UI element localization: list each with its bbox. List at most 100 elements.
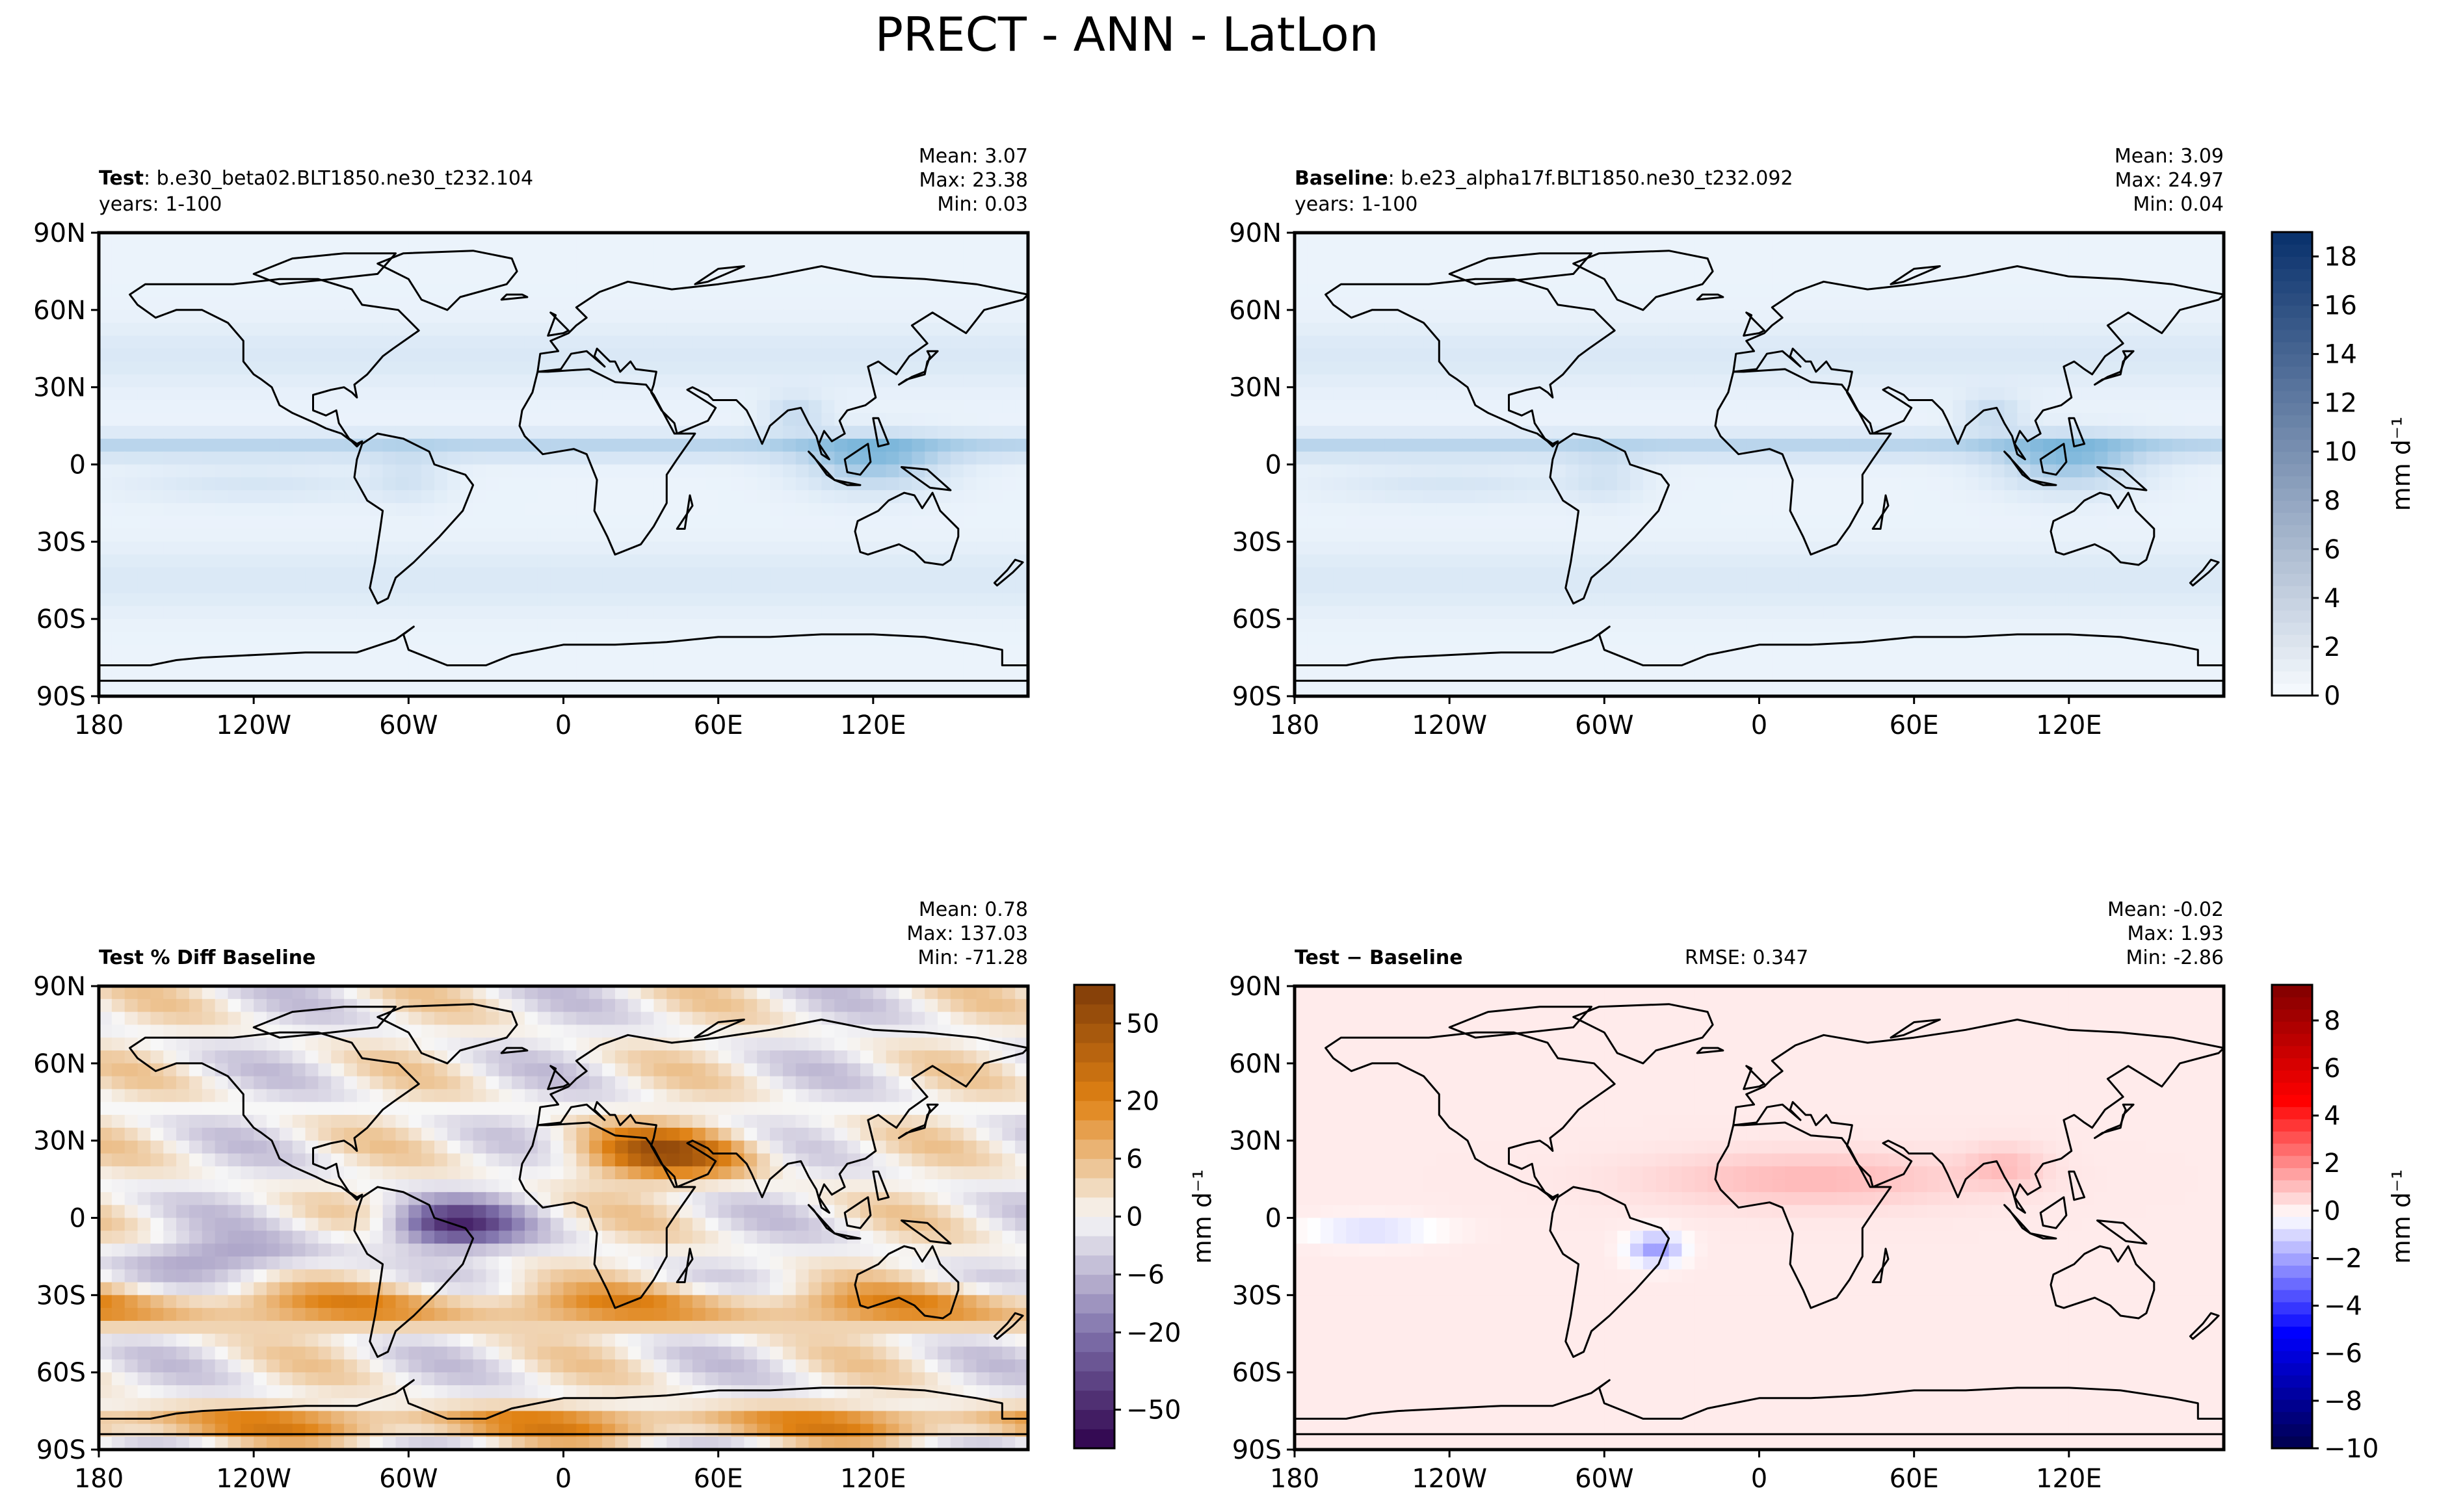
colorbar-swatch <box>2272 451 2312 464</box>
colorbar-swatch <box>2272 439 2312 452</box>
colorbar-tick-label: −4 <box>2324 1292 2362 1322</box>
colorbar-tick-label: 8 <box>2324 486 2340 516</box>
colorbar-swatch <box>2272 1119 2312 1132</box>
colorbar-swatch <box>2272 1021 2312 1034</box>
colorbar-swatch <box>1074 1274 1114 1294</box>
coastline <box>536 265 1028 461</box>
colorbar-tick-label: 6 <box>2324 535 2340 565</box>
colorbar-swatch <box>2272 597 2312 611</box>
panel-title: Test % Diff Baseline <box>99 946 316 969</box>
colorbar-tick-label: 18 <box>2324 242 2357 272</box>
colorbar-tick-label: 0 <box>2324 681 2340 711</box>
colorbar-swatch <box>2272 622 2312 635</box>
panel-title: Test − Baseline <box>1295 946 1463 969</box>
colorbar-label: mm d⁻¹ <box>2387 1169 2416 1264</box>
coastline <box>252 1006 397 1039</box>
coastline <box>2003 450 2031 481</box>
coastline <box>252 252 397 285</box>
colorbar-swatch <box>2272 1399 2312 1413</box>
coastline <box>2096 1219 2148 1245</box>
colorbar-pct-diff: −50 −20 −6 0 6 20 50 mm d⁻¹ <box>1073 984 1217 1450</box>
colorbar-swatch <box>1074 1023 1114 1043</box>
coastline <box>676 1247 694 1283</box>
x-tick-label: 60E <box>694 1464 743 1494</box>
panel-title-bold: Test % Diff Baseline <box>99 946 316 969</box>
coastline <box>898 350 939 386</box>
coastline <box>99 625 1028 682</box>
colorbar-swatch <box>2272 1229 2312 1242</box>
colorbar-tick-label: 16 <box>2324 291 2357 321</box>
coastline <box>1448 1006 1592 1039</box>
stat-line: Mean: -0.02 <box>2107 898 2224 921</box>
colorbar-swatch <box>2272 1082 2312 1095</box>
colorbar-swatch <box>2272 244 2312 257</box>
colorbar-tick-label: 6 <box>2324 1054 2340 1084</box>
panel-title-rest: : b.e23_alpha17f.BLT1850.ne30_t232.092 <box>1388 167 1793 190</box>
colorbar-swatch <box>1074 1139 1114 1159</box>
y-tick-label: 60N <box>1229 1049 1282 1079</box>
coastline <box>547 1065 570 1090</box>
rmse-label: RMSE: 0.347 <box>1685 946 1808 969</box>
coastline <box>843 443 872 476</box>
colorbar-swatch <box>2272 1411 2312 1424</box>
colorbar-tick-label: −10 <box>2324 1434 2379 1464</box>
coastline <box>1890 265 1941 285</box>
coastline <box>518 368 696 556</box>
colorbar-baseline: 0 2 4 6 8 10 12 14 16 18 mm d⁻¹ <box>2271 231 2416 711</box>
figure-title: PRECT - ANN - LatLon <box>875 7 1379 62</box>
coastline <box>2039 1196 2068 1229</box>
coastline <box>1743 1065 1765 1090</box>
coastline <box>1549 1186 1670 1358</box>
colorbar-frame <box>2271 231 2314 697</box>
colorbar-swatch <box>2272 1387 2312 1400</box>
panel-title: Baseline: b.e23_alpha17f.BLT1850.ne30_t2… <box>1295 167 1793 190</box>
colorbar-swatch <box>1074 1062 1114 1082</box>
coastline <box>2094 350 2135 386</box>
colorbar-swatch <box>1074 1043 1114 1063</box>
colorbar-swatch <box>2272 561 2312 574</box>
x-tick-label: 120E <box>2036 710 2102 740</box>
colorbar-swatch <box>1074 1313 1114 1333</box>
colorbar-swatch <box>2272 305 2312 318</box>
colorbar-swatch <box>2272 427 2312 440</box>
y-tick-label: 90N <box>1229 972 1282 1002</box>
colorbar-swatch <box>2272 634 2312 647</box>
colorbar-swatch <box>1074 1429 1114 1449</box>
x-tick-label: 120E <box>2036 1464 2102 1494</box>
coastline <box>901 1219 952 1245</box>
colorbar-swatch <box>2272 1143 2312 1156</box>
coastline <box>2029 1232 2057 1240</box>
y-tick-label: 30N <box>1229 373 1282 403</box>
y-tick-label: 30S <box>36 1281 86 1310</box>
stat-line: Max: 24.97 <box>2115 169 2224 192</box>
coastline <box>2003 1204 2031 1234</box>
colorbar-swatch <box>2272 1045 2312 1059</box>
coastline <box>518 1121 696 1309</box>
colorbar-swatch <box>1074 1158 1114 1179</box>
x-tick-label: 120E <box>840 1464 906 1494</box>
coastline <box>376 250 518 311</box>
colorbar-swatch <box>2272 646 2312 660</box>
y-tick-label: 90S <box>36 1435 86 1465</box>
colorbar-swatch <box>2272 463 2312 476</box>
x-tick-label: 120W <box>1412 710 1487 740</box>
coastline <box>872 1170 890 1201</box>
coastline <box>1714 368 1892 556</box>
colorbar-tick-label: 50 <box>1126 1009 1159 1039</box>
y-tick-label: 30S <box>1232 1281 1282 1310</box>
colorbar-swatch <box>2272 354 2312 367</box>
coastline <box>833 478 862 486</box>
stat-line: Min: -2.86 <box>2126 946 2224 969</box>
panel-test: 180 120W 60W 0 60E 120E 90N 60N 30N 0 30S 60S 90S Tes… <box>33 145 1030 740</box>
y-tick-label: 60S <box>1232 605 1282 634</box>
x-tick-label: 120W <box>216 710 291 740</box>
colorbar-swatch <box>2272 256 2312 269</box>
colorbar-swatch <box>2272 1167 2312 1180</box>
y-tick-label: 90S <box>1232 1435 1282 1465</box>
coastline <box>694 265 745 285</box>
colorbar-swatch <box>2272 1106 2312 1119</box>
colorbar-tick-label: 2 <box>2324 1149 2340 1179</box>
colorbar-swatch <box>1074 1178 1114 1198</box>
stat-line: Min: 0.03 <box>937 193 1028 216</box>
coastlines <box>1295 1003 2224 1435</box>
